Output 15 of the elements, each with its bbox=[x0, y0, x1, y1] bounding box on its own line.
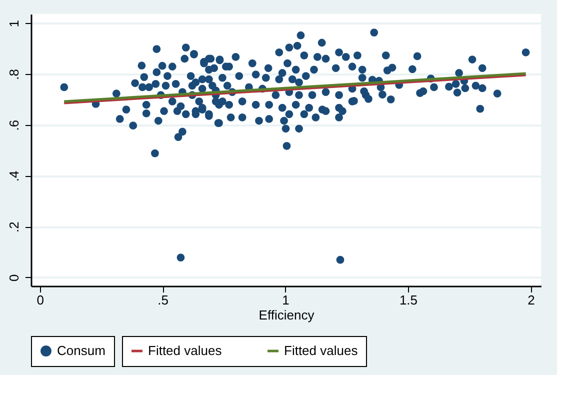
legend-label: Fitted values bbox=[148, 343, 222, 358]
y-tick-label: .6 bbox=[6, 120, 22, 131]
x-tick-label: 2 bbox=[528, 292, 535, 308]
x-tick-label: 0 bbox=[36, 292, 44, 308]
y-tick-label: .8 bbox=[6, 69, 22, 80]
y-tick-label: 1 bbox=[6, 20, 22, 28]
legend-label: Consum bbox=[57, 343, 106, 358]
x-tick-label: 1.5 bbox=[399, 292, 418, 308]
x-tick-label: .5 bbox=[158, 292, 168, 308]
y-tick-label: 0 bbox=[6, 274, 22, 282]
y-tick-label: .2 bbox=[6, 222, 22, 232]
legend-label: Fitted values bbox=[284, 343, 358, 358]
x-tick-label: 1 bbox=[282, 292, 290, 308]
y-tick-label: .4 bbox=[6, 170, 22, 182]
x-axis-title: Efficiency bbox=[258, 308, 315, 322]
